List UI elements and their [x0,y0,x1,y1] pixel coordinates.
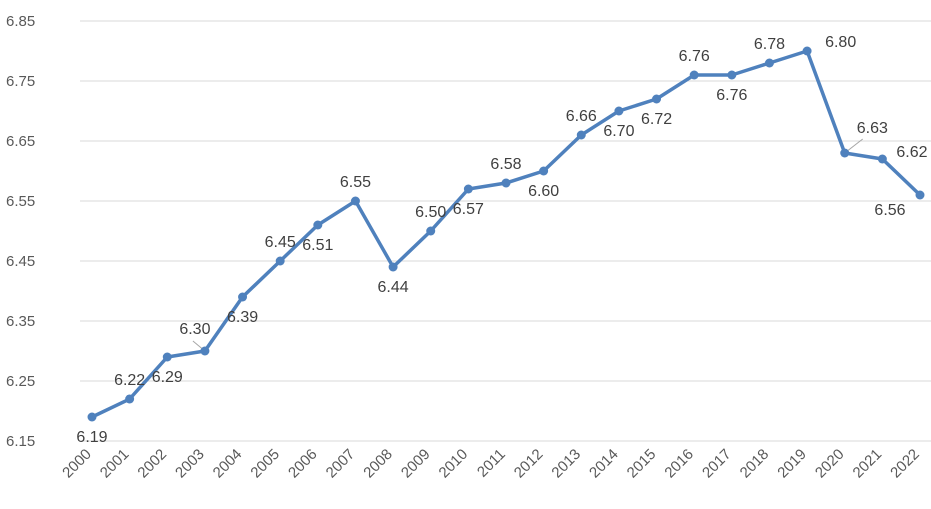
data-label: 6.44 [378,279,409,296]
data-point [350,196,360,206]
data-label: 6.22 [114,372,145,389]
x-tick-label: 2013 [548,446,584,482]
data-label: 6.78 [754,36,785,53]
x-tick-label: 2012 [511,446,547,482]
x-tick-label: 2022 [887,446,923,482]
data-point [539,166,549,176]
data-label: 6.63 [857,120,888,137]
data-label: 6.51 [302,237,333,254]
data-point [802,46,812,56]
data-label: 6.76 [716,87,747,104]
x-tick-label: 2017 [699,446,735,482]
y-tick-label: 6.55 [6,193,35,210]
data-label: 6.29 [152,369,183,386]
x-tick-label: 2003 [172,446,208,482]
y-tick-label: 6.45 [6,253,35,270]
data-label: 6.58 [490,156,521,173]
x-tick-label: 2008 [360,446,396,482]
y-axis: 6.15 6.25 6.35 6.45 6.55 6.65 6.75 6.85 [6,13,35,450]
gridlines [80,20,931,442]
x-tick-label: 2007 [323,446,359,482]
y-tick-label: 6.35 [6,313,35,330]
x-tick-label: 2004 [210,446,246,482]
data-points [87,46,925,422]
data-point [313,220,323,230]
x-tick-label: 2005 [247,446,283,482]
y-tick-label: 6.85 [6,13,35,30]
data-point [275,256,285,266]
x-tick-label: 2018 [737,446,773,482]
data-point [463,184,473,194]
data-point [426,226,436,236]
x-tick-label: 2016 [661,446,697,482]
x-tick-label: 2021 [850,446,886,482]
data-point [238,292,248,302]
x-tick-label: 2019 [774,446,810,482]
data-label: 6.30 [179,321,210,338]
series-line [90,49,922,419]
data-point [87,412,97,422]
data-point [877,154,887,164]
x-tick-label: 2006 [285,446,321,482]
data-label: 6.50 [415,204,446,221]
data-point [388,262,398,272]
data-label: 6.72 [641,111,672,128]
data-label: 6.62 [896,144,927,161]
data-point [689,70,699,80]
data-point [727,70,737,80]
data-point [501,178,511,188]
data-label: 6.60 [528,183,559,200]
series-line-group [90,49,922,419]
data-point [915,190,925,200]
y-tick-label: 6.75 [6,73,35,90]
x-tick-label: 2000 [59,446,95,482]
y-tick-label: 6.15 [6,433,35,450]
data-point [652,94,662,104]
x-tick-label: 2002 [134,446,170,482]
data-point [162,352,172,362]
data-point [614,106,624,116]
y-tick-label: 6.65 [6,133,35,150]
data-label: 6.39 [227,309,258,326]
data-point [840,148,850,158]
data-label: 6.80 [825,34,856,51]
x-axis: 2000 2001 2002 2003 2004 2005 2006 2007 2008 2009… [59,446,923,482]
data-labels: 6.19 6.22 6.29 6.30 6.39 6.45 6.51 6.55 6.44 6.50… [76,34,927,446]
y-tick-label: 6.25 [6,373,35,390]
data-point [764,58,774,68]
data-label: 6.56 [874,202,905,219]
data-label: 6.66 [566,108,597,125]
data-label: 6.19 [76,429,107,446]
data-label: 6.76 [679,48,710,65]
x-tick-label: 2010 [436,446,472,482]
data-point [576,130,586,140]
x-tick-label: 2011 [474,446,509,481]
data-point [200,346,210,356]
data-label: 6.55 [340,174,371,191]
x-tick-label: 2020 [812,446,848,482]
x-tick-label: 2014 [586,446,622,482]
data-label: 6.45 [265,234,296,251]
x-tick-label: 2001 [97,446,133,482]
data-point [125,394,135,404]
data-label: 6.57 [453,201,484,218]
x-tick-label: 2015 [624,446,660,482]
data-label: 6.70 [603,123,634,140]
x-tick-label: 2009 [398,446,434,482]
